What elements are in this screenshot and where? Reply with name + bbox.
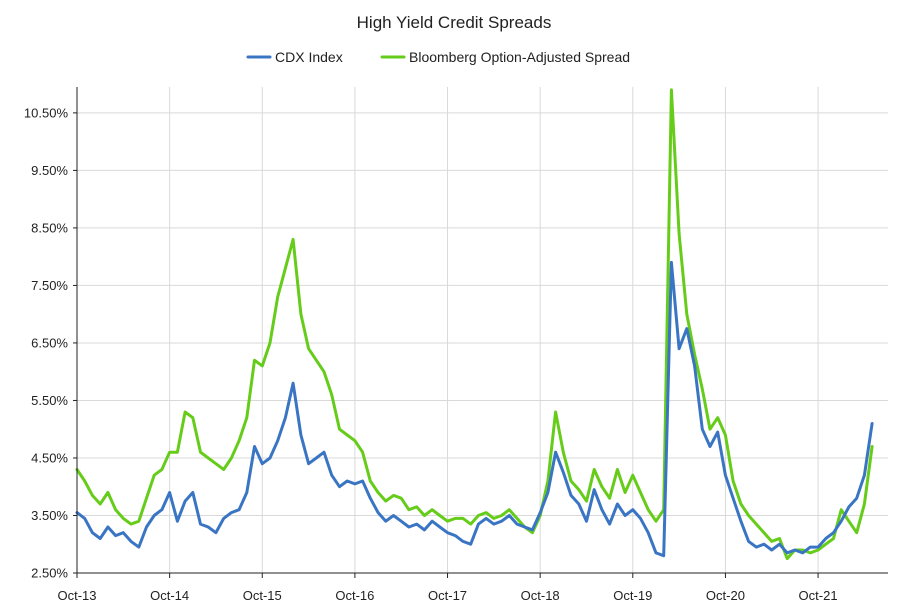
chart-title: High Yield Credit Spreads	[357, 13, 552, 32]
x-tick-label: Oct-13	[57, 588, 96, 603]
y-tick-label: 3.50%	[31, 508, 68, 523]
legend-label: Bloomberg Option-Adjusted Spread	[409, 49, 630, 65]
x-tick-label: Oct-19	[613, 588, 652, 603]
y-tick-label: 7.50%	[31, 278, 68, 293]
y-tick-label: 5.50%	[31, 393, 68, 408]
y-axis-ticks: 2.50% 3.50% 4.50% 5.50% 6.50% 7.50% 8.50% 9.50%…	[24, 105, 77, 581]
series-line-cdx-index	[75, 260, 874, 558]
chart-series	[75, 88, 874, 561]
x-tick-label: Oct-18	[521, 588, 560, 603]
y-tick-label: 10.50%	[24, 105, 69, 120]
series-line-bloomberg-oas	[75, 88, 874, 561]
x-tick-label: Oct-20	[706, 588, 745, 603]
chart-gridlines	[77, 87, 888, 573]
x-tick-label: Oct-17	[428, 588, 467, 603]
x-tick-label: Oct-21	[799, 588, 838, 603]
chart-legend: CDX Index Bloomberg Option-Adjusted Sprea…	[246, 49, 630, 65]
x-tick-label: Oct-16	[335, 588, 374, 603]
x-axis-ticks: Oct-13 Oct-14 Oct-15 Oct-16 Oct-17 Oct-18 Oct-…	[57, 573, 838, 603]
y-tick-label: 6.50%	[31, 335, 68, 350]
y-tick-label: 9.50%	[31, 163, 68, 178]
y-tick-label: 4.50%	[31, 450, 68, 465]
chart-axes	[76, 87, 888, 574]
y-tick-label: 2.50%	[31, 566, 68, 581]
y-tick-label: 8.50%	[31, 220, 68, 235]
x-tick-label: Oct-14	[150, 588, 189, 603]
legend-label: CDX Index	[275, 49, 343, 65]
x-tick-label: Oct-15	[243, 588, 282, 603]
